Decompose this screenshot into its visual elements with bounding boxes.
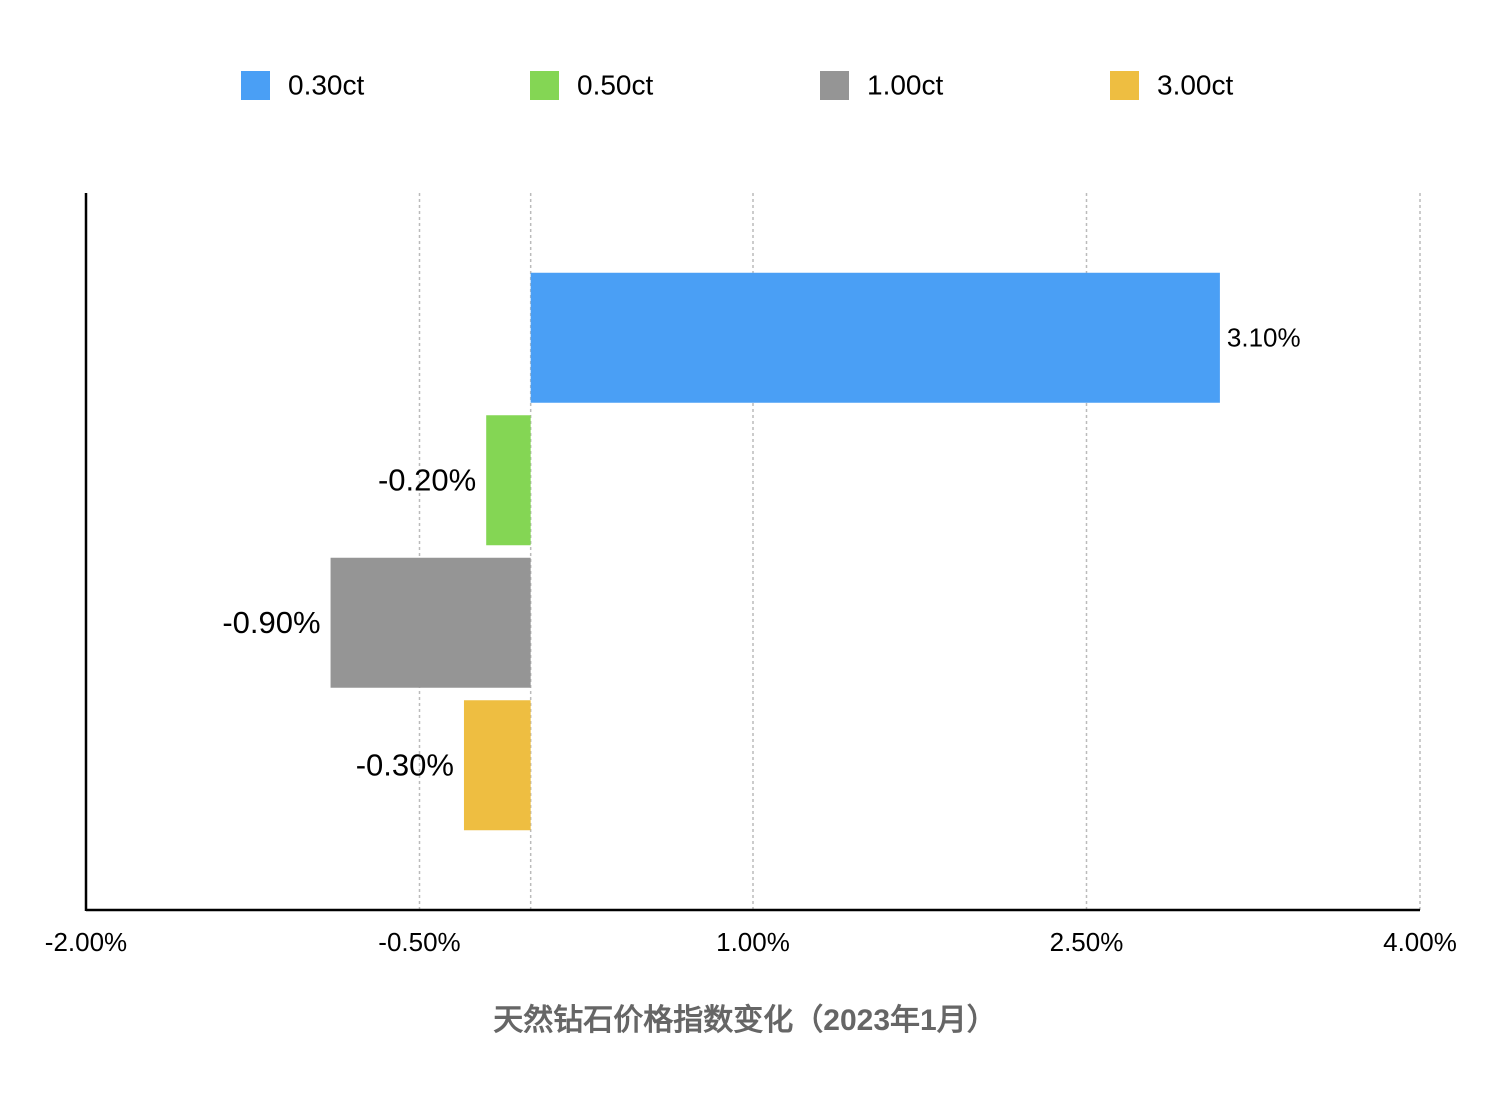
legend-swatch: [530, 71, 559, 100]
x-axis-title: 天然钻石价格指数变化（2023年1月）: [493, 1003, 996, 1037]
x-tick-label: 1.00%: [716, 927, 790, 957]
legend-swatch: [1110, 71, 1139, 100]
legend-label: 0.30ct: [288, 69, 364, 100]
x-tick-label: -0.50%: [378, 927, 460, 957]
legend-label: 1.00ct: [867, 69, 943, 100]
legend-swatch: [241, 71, 270, 100]
value-label: 3.10%: [1227, 323, 1301, 353]
x-tick-label: -2.00%: [45, 927, 127, 957]
legend-label: 0.50ct: [577, 69, 653, 100]
value-label: -0.90%: [222, 605, 320, 640]
bar: [486, 415, 531, 546]
legend-swatch: [820, 71, 849, 100]
value-label: -0.20%: [378, 462, 476, 497]
bar: [530, 272, 1220, 403]
value-label: -0.30%: [356, 747, 454, 782]
bar: [330, 557, 531, 688]
x-tick-label: 2.50%: [1050, 927, 1124, 957]
bar: [463, 700, 531, 831]
legend-label: 3.00ct: [1157, 69, 1233, 100]
x-tick-label: 4.00%: [1383, 927, 1457, 957]
